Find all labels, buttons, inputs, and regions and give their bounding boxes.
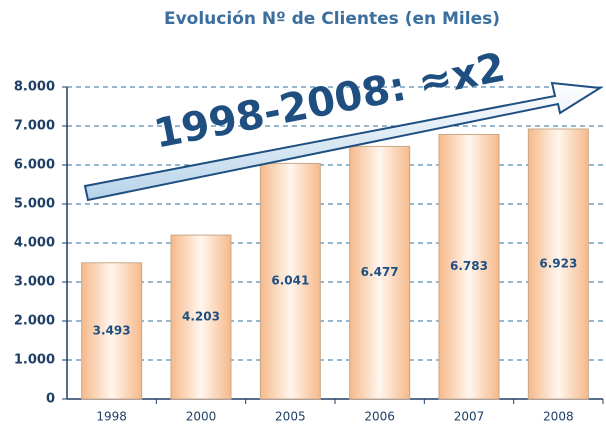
chart-title: Evolución Nº de Clientes (en Miles) [164,9,500,29]
bars: 3.493 4.203 6.041 6.477 6.783 6.923 [81,128,589,400]
value-label: 3.493 [93,323,131,337]
value-label: 6.041 [271,274,309,288]
grid: 0 1.000 2.000 3.000 4.000 5.000 6.000 7.000 8.00… [14,80,604,424]
value-label: 4.203 [182,310,220,324]
y-tick-label: 1.000 [14,353,55,368]
bar [259,162,321,400]
y-tick-label: 4.000 [14,236,55,251]
x-tick-label: 2008 [543,410,574,424]
bar [170,234,232,400]
y-tick-label: 7.000 [14,119,55,134]
x-tick-label: 2000 [186,410,217,424]
bar [438,133,500,400]
y-tick-label: 5.000 [14,197,55,212]
bar [349,145,411,400]
y-tick-label: 8.000 [14,80,55,95]
value-label: 6.477 [361,265,399,279]
bar [81,262,143,400]
value-label: 6.783 [450,259,488,273]
x-tick-label: 2007 [454,410,485,424]
y-tick-label: 0 [46,392,55,407]
trend-arrow [83,81,603,202]
y-tick-label: 3.000 [14,275,55,290]
bar [527,128,589,400]
x-tick-label: 2005 [275,410,306,424]
x-tick-label: 2006 [364,410,395,424]
x-tick-label: 1998 [96,410,127,424]
y-tick-label: 2.000 [14,314,55,329]
y-tick-label: 6.000 [14,158,55,173]
value-label: 6.923 [539,257,577,271]
